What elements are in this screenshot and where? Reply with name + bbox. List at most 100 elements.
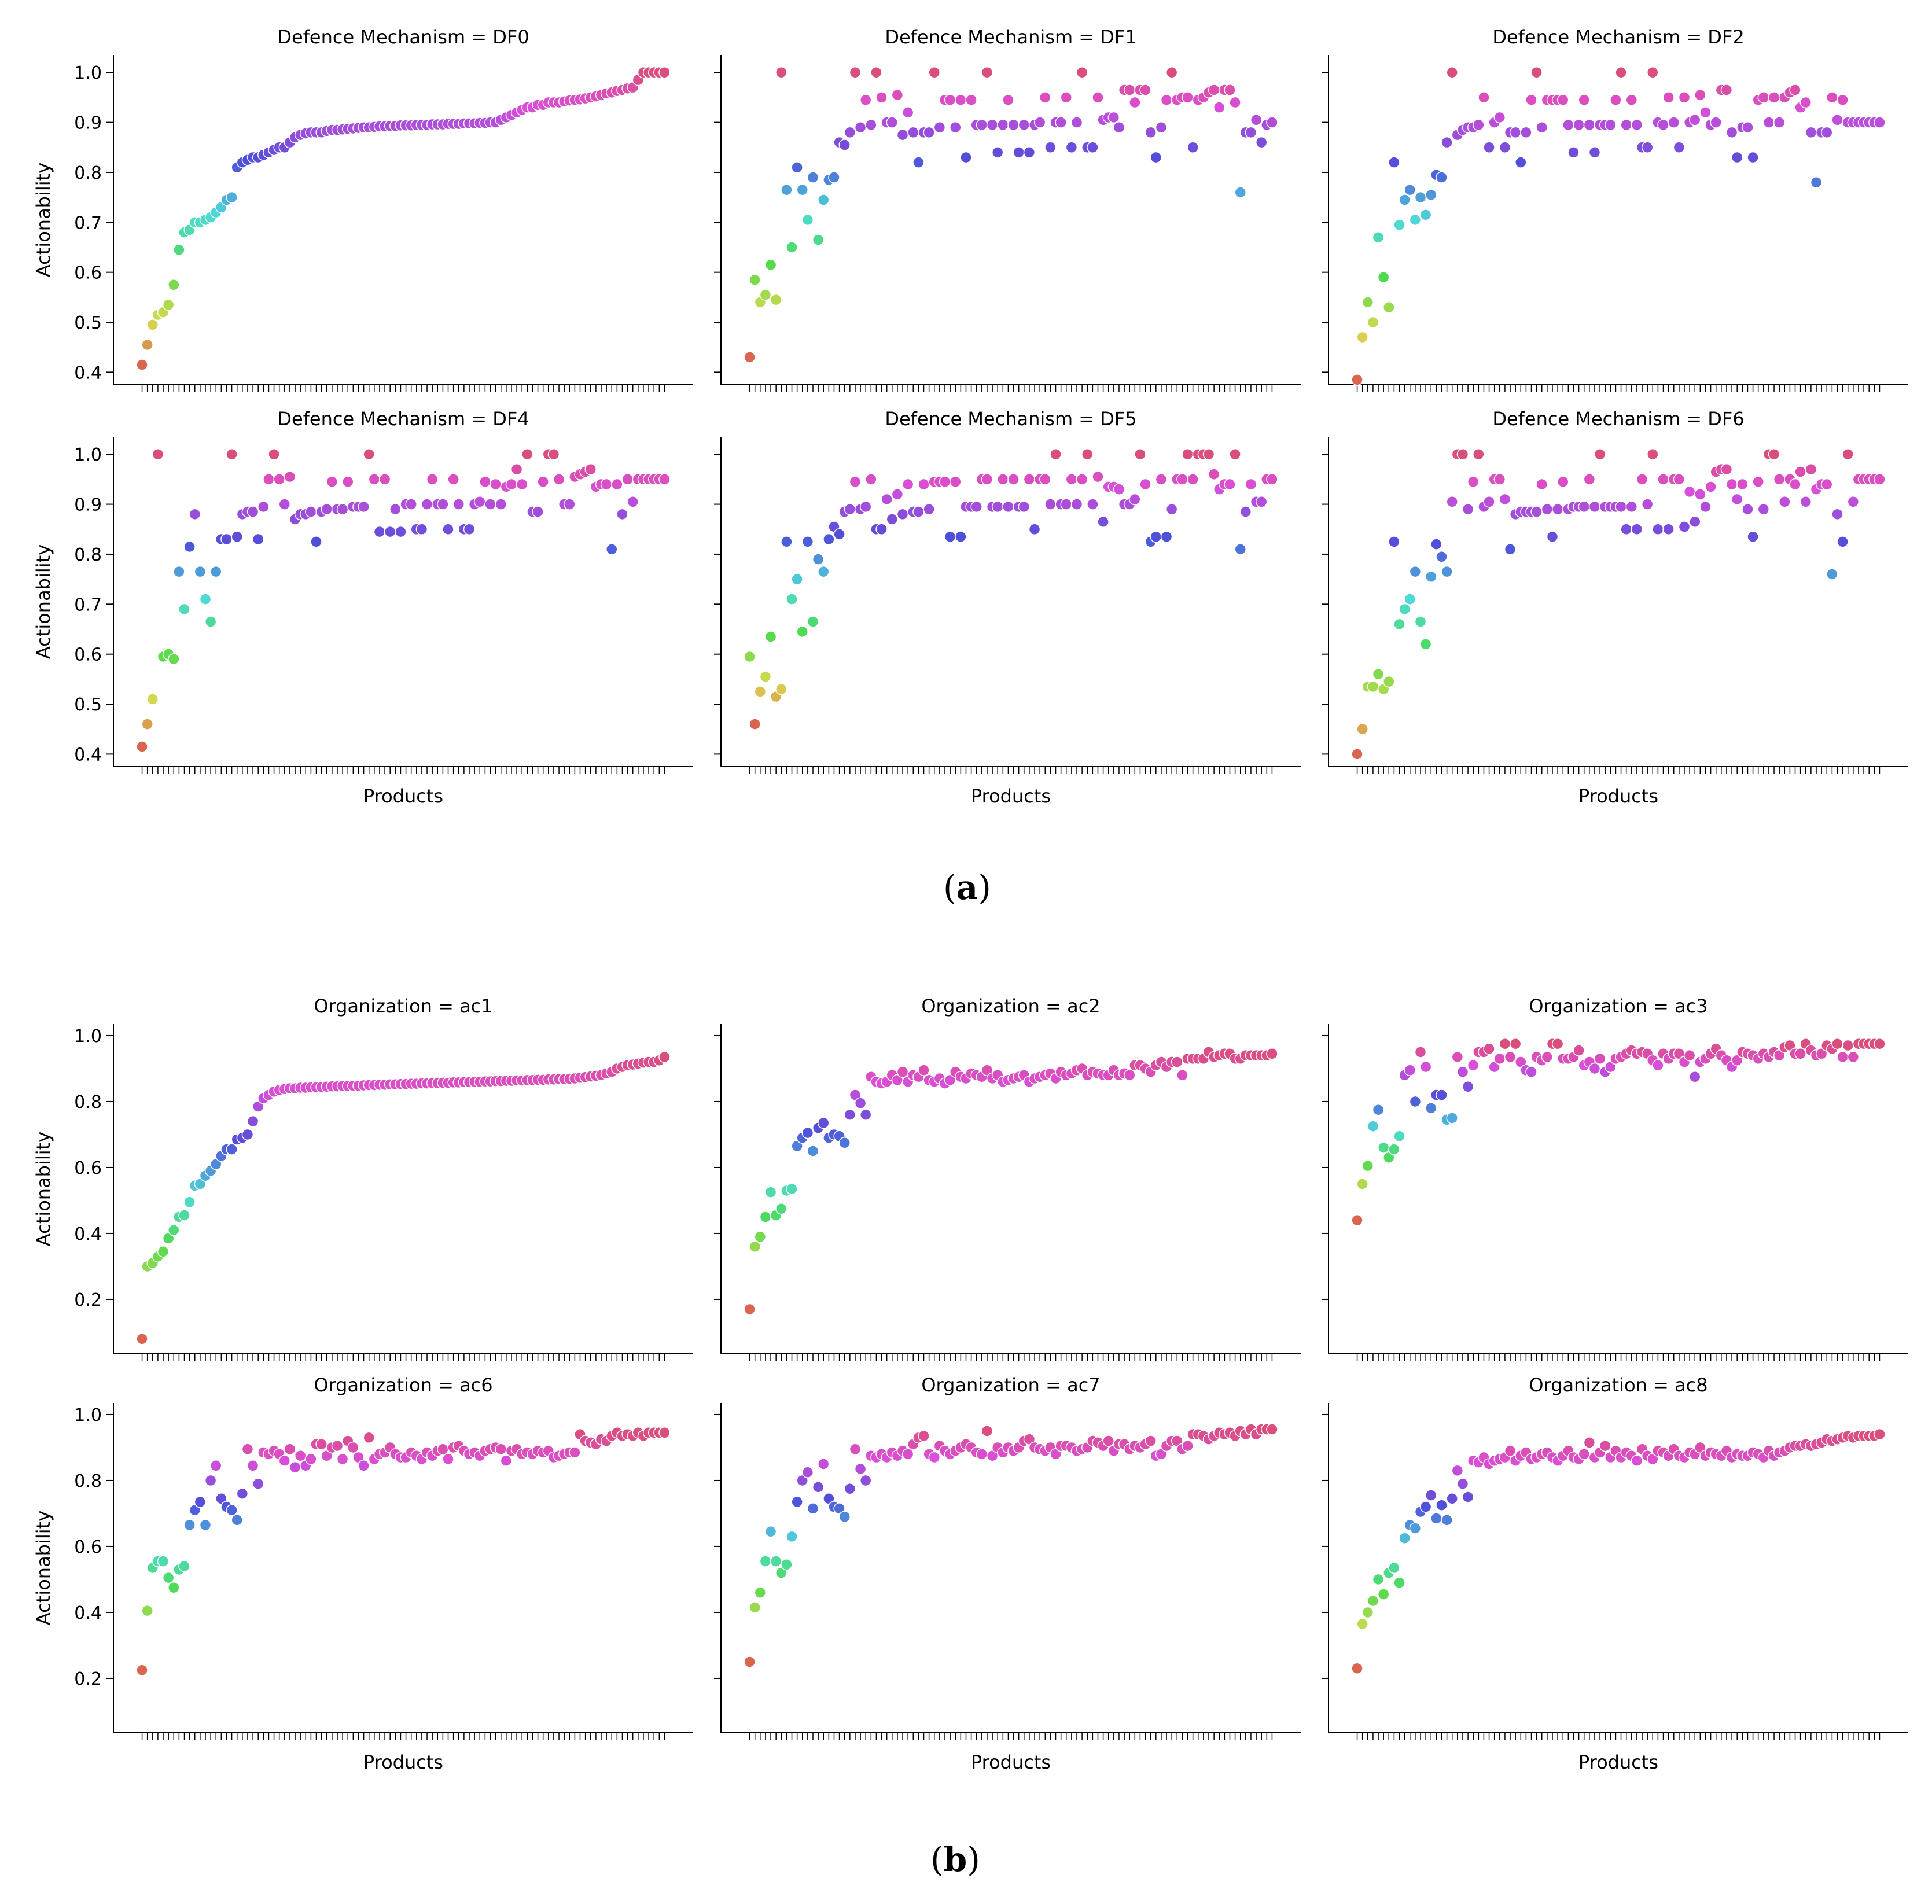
data-point [859,1474,872,1487]
data-point [1351,1662,1363,1675]
data-point [1678,521,1691,533]
data-point [823,533,835,546]
data-point [479,476,491,488]
data-point [136,359,148,371]
data-point [1060,498,1073,510]
data-point [1076,66,1088,79]
data-point [955,94,967,106]
data-point [1725,478,1738,491]
data-point [246,1115,259,1128]
subplot-title: Organization = ac6 [314,1374,492,1396]
data-point [886,116,899,128]
data-point [1641,141,1654,154]
data-point [168,1224,180,1236]
data-point [838,1136,851,1149]
data-point [584,463,597,476]
data-point [1182,448,1194,461]
data-point [823,1493,835,1505]
data-point [352,1451,365,1464]
data-point [1383,301,1395,314]
data-point [658,473,671,485]
data-point [775,1567,787,1579]
data-point [807,616,819,628]
data-point [976,119,988,131]
data-point [1150,531,1162,543]
y-tick-label: 0.2 [74,1669,102,1689]
data-point [1541,503,1554,515]
data-point [1388,1143,1400,1155]
data-point [1451,1464,1464,1477]
data-point [1842,1039,1854,1052]
data-point [1657,119,1669,131]
data-point [1499,1037,1511,1050]
data-point [833,1502,845,1515]
data-point [759,1555,772,1567]
data-point [1551,1037,1564,1050]
data-point [495,498,507,510]
data-point [1837,536,1849,548]
y-tick-label: 0.6 [74,263,102,283]
data-point [744,1656,756,1668]
data-point [838,1511,851,1523]
data-point [1789,84,1801,96]
data-point [991,146,1004,159]
data-point [1779,496,1791,508]
data-point [1768,91,1780,104]
data-point [1662,91,1675,104]
data-point [183,540,196,553]
data-point [1462,1491,1474,1503]
data-point [1044,498,1057,510]
data-point [246,506,259,518]
data-point [405,498,417,510]
data-point [1208,84,1220,96]
data-point [183,1196,196,1209]
data-point [268,448,280,461]
data-point [437,498,449,510]
data-point [178,1560,190,1572]
subplot-6: Defence Mechanism = DF6 Products [1322,408,1908,807]
data-point [236,1487,249,1500]
data-point [1414,616,1427,628]
data-point [1446,496,1458,508]
data-point [1446,1112,1458,1124]
data-point [1425,570,1437,583]
data-point [600,478,613,491]
data-point [1361,296,1374,308]
y-tick-label: 0.4 [74,363,102,383]
data-point [749,274,761,286]
data-point [452,498,465,510]
data-point [1404,593,1416,605]
y-tick-label: 1.0 [74,1026,102,1047]
data-point [321,1449,333,1462]
data-point [168,1581,180,1594]
data-point [1768,448,1780,461]
data-point [136,741,148,753]
caption-b-letter: b [943,1840,967,1879]
data-point [1165,66,1178,79]
data-point [473,496,486,508]
data-point [1250,114,1263,126]
y-tick-label: 0.9 [74,495,102,515]
data-point [1182,1439,1194,1452]
data-point [960,151,972,164]
data-point [384,525,396,538]
data-point [1588,146,1601,159]
data-point [923,126,935,139]
data-point [1383,1151,1395,1164]
data-point [1536,121,1548,134]
data-point [886,513,899,525]
data-point [749,718,761,730]
data-point [1647,448,1659,461]
data-point [1039,91,1051,104]
data-point [136,1333,148,1345]
data-point [146,693,159,705]
data-point [226,1143,238,1155]
data-point [1266,473,1278,485]
data-point [870,66,882,79]
data-point [1631,1454,1643,1467]
data-point [1578,500,1590,513]
data-point [1266,1423,1278,1435]
data-point [786,1183,798,1195]
data-point [363,448,375,461]
